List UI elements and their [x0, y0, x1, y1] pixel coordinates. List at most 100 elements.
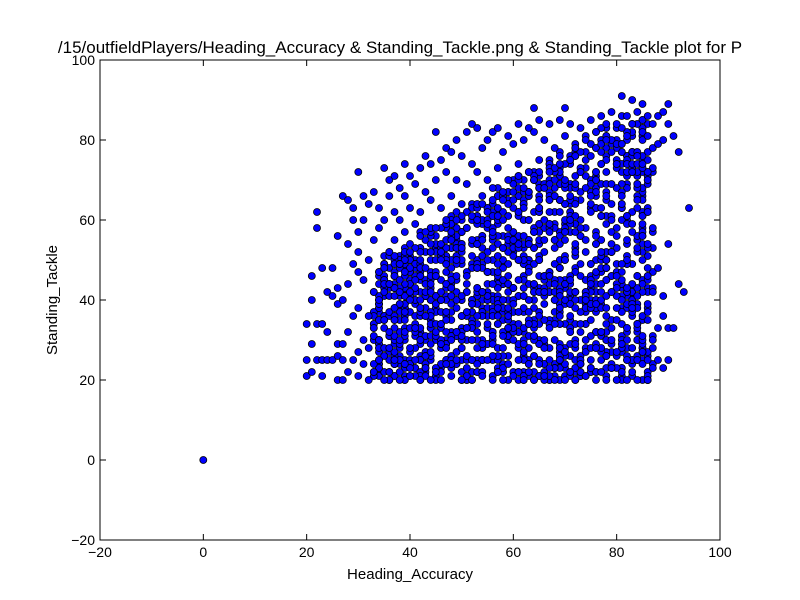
data-point — [509, 300, 518, 308]
data-point — [344, 196, 352, 204]
data-point — [643, 156, 652, 164]
data-point — [535, 204, 544, 212]
data-point — [385, 368, 394, 376]
data-point — [576, 232, 585, 240]
data-point — [468, 300, 476, 308]
data-point — [623, 112, 631, 120]
data-point — [473, 360, 482, 368]
data-point — [597, 328, 606, 336]
data-point — [592, 376, 600, 384]
data-point — [597, 112, 606, 120]
data-point — [344, 328, 352, 336]
data-point — [462, 180, 471, 188]
data-point — [509, 180, 518, 188]
data-point — [514, 208, 523, 216]
data-point — [323, 288, 332, 296]
data-point — [633, 196, 642, 204]
data-point — [400, 308, 409, 316]
data-point — [426, 240, 435, 248]
data-point — [457, 152, 466, 160]
data-point — [369, 360, 378, 368]
data-point — [524, 308, 533, 316]
data-point — [416, 248, 425, 256]
data-point — [504, 212, 513, 220]
data-point — [643, 264, 652, 272]
data-point — [431, 328, 440, 336]
data-point — [586, 332, 595, 340]
data-point — [571, 340, 580, 348]
data-point — [411, 356, 420, 364]
data-point — [524, 268, 533, 276]
data-point — [519, 340, 528, 348]
data-point — [390, 284, 399, 292]
data-point — [447, 284, 456, 292]
data-point — [447, 372, 456, 380]
data-point — [648, 120, 657, 128]
data-point — [623, 356, 631, 364]
data-point — [442, 360, 451, 368]
axis-ticks: −20−20 0 0 20 20 40 40 60 60 80 80 100 100 — [71, 52, 732, 560]
data-point — [504, 360, 513, 368]
data-point — [540, 236, 549, 244]
data-point — [602, 276, 611, 284]
data-point — [550, 336, 559, 344]
data-point — [519, 204, 528, 212]
data-point — [571, 200, 580, 208]
data-point — [643, 208, 652, 216]
data-point — [576, 272, 585, 280]
data-point — [545, 180, 554, 188]
data-point — [571, 268, 580, 276]
data-point — [628, 208, 637, 216]
data-point — [493, 240, 502, 248]
data-point — [545, 196, 554, 204]
data-point — [493, 124, 502, 132]
data-point — [545, 220, 554, 228]
data-point — [318, 372, 327, 380]
data-point — [643, 176, 652, 184]
data-point — [473, 124, 482, 132]
data-point — [406, 248, 414, 256]
data-point — [581, 136, 590, 144]
data-point — [643, 132, 652, 140]
data-point — [338, 340, 347, 348]
data-point — [473, 216, 482, 224]
data-point — [576, 320, 585, 328]
data-point — [385, 248, 394, 256]
data-point — [561, 236, 569, 244]
data-point — [426, 296, 435, 304]
data-point — [344, 280, 352, 288]
data-point — [359, 216, 368, 224]
data-point — [344, 240, 352, 248]
data-point — [493, 252, 502, 260]
x-tick-label: 20 — [299, 544, 315, 560]
data-point — [648, 268, 657, 276]
data-point — [328, 292, 337, 300]
data-point — [586, 364, 595, 372]
data-point — [685, 204, 693, 212]
data-point — [421, 152, 430, 160]
data-point — [581, 156, 590, 164]
data-point — [648, 364, 657, 372]
data-point — [602, 320, 611, 328]
data-point — [586, 116, 595, 124]
data-point — [493, 268, 502, 276]
data-point — [395, 288, 404, 296]
data-point — [359, 192, 368, 200]
data-point — [586, 316, 595, 324]
data-point — [499, 332, 507, 340]
data-point — [488, 332, 497, 340]
data-point — [566, 312, 575, 320]
data-point — [561, 360, 569, 368]
data-point — [648, 288, 657, 296]
data-point — [638, 312, 647, 320]
data-point — [654, 264, 662, 272]
data-point — [550, 176, 559, 184]
data-point — [333, 300, 342, 308]
data-point — [478, 288, 487, 296]
data-point — [592, 188, 600, 196]
data-point — [623, 236, 631, 244]
data-point — [612, 292, 621, 300]
data-point — [406, 264, 414, 272]
data-point — [478, 340, 487, 348]
data-point — [499, 216, 507, 224]
